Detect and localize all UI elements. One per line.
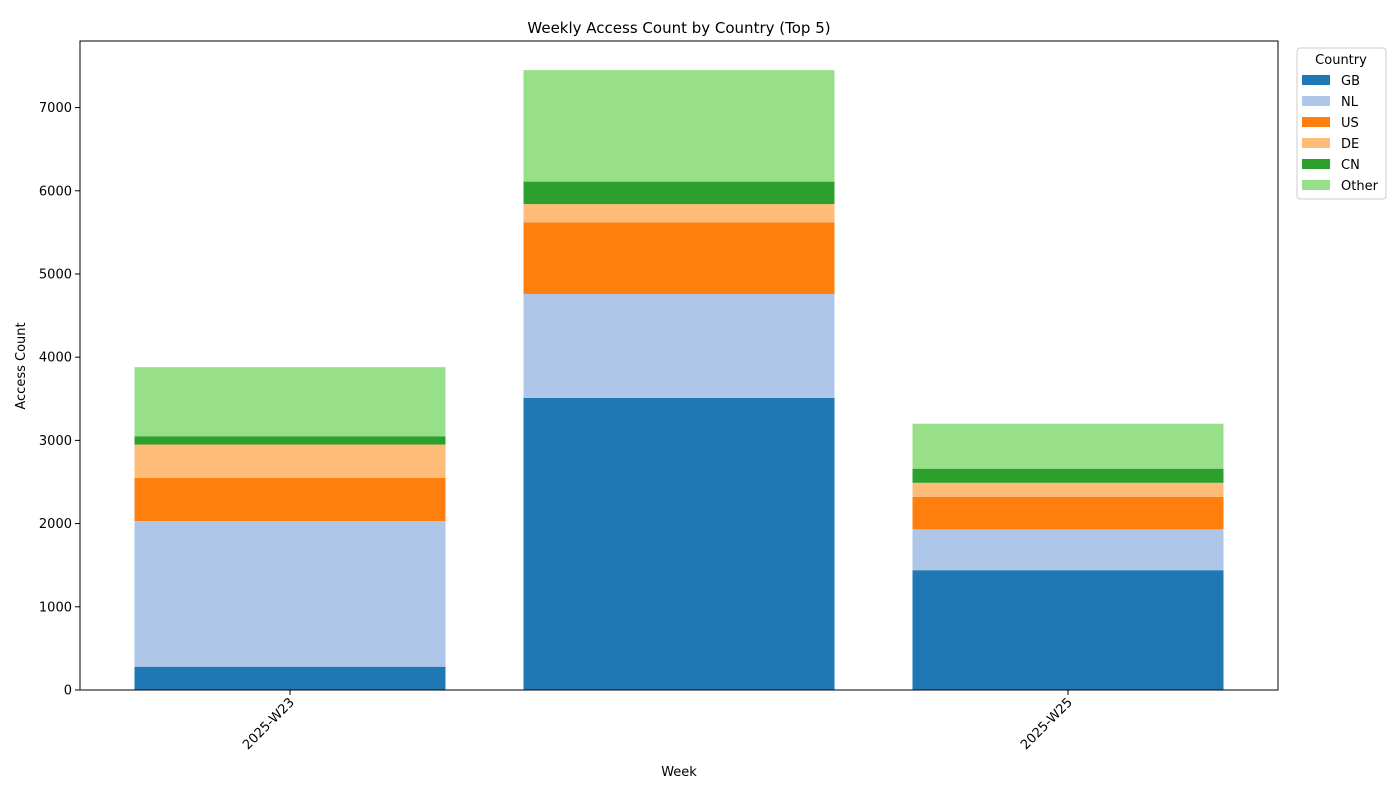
bar-us-1	[134, 477, 446, 522]
legend-swatch-gb	[1302, 75, 1330, 85]
bar-us-2	[523, 222, 835, 294]
plot-frame	[79, 40, 1279, 691]
chart-title: Weekly Access Count by Country (Top 5)	[527, 19, 830, 37]
bar-us-3	[912, 496, 1224, 530]
y-tick-label: 3000	[39, 434, 72, 449]
y-tick-label: 7000	[39, 101, 72, 116]
legend-title: Country	[1315, 53, 1367, 68]
x-axis-label: Week	[661, 765, 697, 780]
bar-other-3	[912, 423, 1224, 469]
y-tick-label: 6000	[39, 184, 72, 199]
legend-label-other: Other	[1341, 179, 1379, 194]
bar-nl-2	[523, 293, 835, 398]
y-axis: 0 1000 2000 3000 4000 5000 6000 7000	[39, 101, 80, 699]
legend-swatch-other	[1302, 180, 1330, 190]
legend-swatch-cn	[1302, 159, 1330, 169]
legend-swatch-de	[1302, 138, 1330, 148]
y-tick-label: 0	[64, 684, 72, 699]
bar-other-1	[134, 367, 446, 437]
bar-de-1	[134, 444, 446, 478]
legend-label-nl: NL	[1341, 95, 1359, 110]
legend-label-gb: GB	[1341, 74, 1360, 89]
bar-de-3	[912, 482, 1224, 497]
legend-label-de: DE	[1341, 137, 1359, 152]
bar-cn-1	[134, 436, 446, 445]
bars-group	[134, 70, 1224, 690]
bar-gb-2	[523, 397, 835, 690]
legend-label-us: US	[1341, 116, 1359, 131]
legend-label-cn: CN	[1341, 158, 1360, 173]
y-tick-label: 5000	[39, 267, 72, 282]
bar-other-2	[523, 70, 835, 182]
bar-cn-2	[523, 181, 835, 205]
y-tick-label: 4000	[39, 351, 72, 366]
bar-cn-3	[912, 468, 1224, 483]
bar-de-2	[523, 204, 835, 223]
bar-gb-3	[912, 570, 1224, 690]
legend-swatch-nl	[1302, 96, 1330, 106]
bar-gb-1	[134, 666, 446, 690]
y-tick-label: 2000	[39, 517, 72, 532]
bar-nl-1	[134, 521, 446, 667]
legend: Country GB NL US DE CN Other	[1296, 47, 1387, 200]
y-tick-label: 1000	[39, 600, 72, 615]
y-axis-label: Access Count	[14, 322, 29, 409]
legend-swatch-us	[1302, 117, 1330, 127]
bar-nl-3	[912, 529, 1224, 571]
